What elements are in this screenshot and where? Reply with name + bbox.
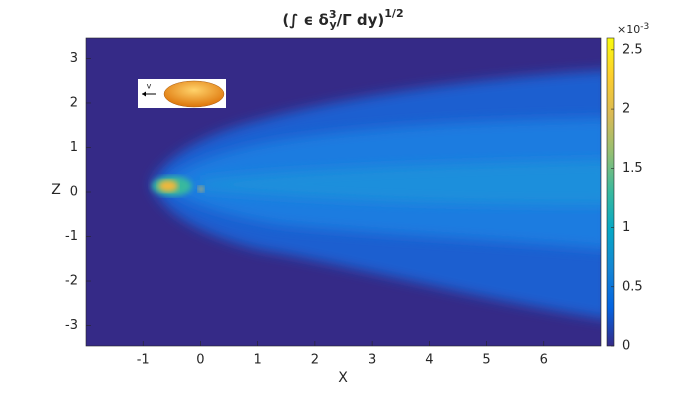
x-tick-label: -1 — [137, 353, 150, 368]
y-tick-label: -1 — [65, 229, 78, 244]
x-tick-label: 5 — [482, 353, 490, 368]
multiplier-exp: -3 — [640, 22, 649, 32]
y-tick-label: 0 — [70, 185, 78, 200]
colorbar-tick-label: 1.5 — [622, 161, 643, 176]
x-axis-label: X — [338, 370, 348, 386]
x-tick-label: 2 — [311, 353, 319, 368]
title-part: y — [329, 18, 336, 31]
y-tick-label: 1 — [70, 140, 78, 155]
title-part: /Γ dy) — [337, 11, 385, 29]
title-part: 3 — [329, 8, 337, 21]
y-tick-label: -3 — [65, 318, 78, 333]
colorbar-tick-label: 1 — [622, 220, 630, 235]
colorbar-multiplier: ×10-3 — [617, 22, 649, 37]
colorbar-tick-label: 0 — [622, 339, 630, 354]
inset-label: v — [147, 82, 152, 91]
x-tick-label: 3 — [368, 353, 376, 368]
x-tick-label: 6 — [540, 353, 548, 368]
colorbar-tick-label: 0.5 — [622, 279, 643, 294]
y-tick-label: 2 — [70, 95, 78, 110]
y-tick-label: 3 — [70, 51, 78, 66]
colorbar — [606, 37, 615, 347]
multiplier-base: ×10 — [617, 23, 640, 36]
colorbar-tick-label: 2.5 — [622, 42, 643, 57]
title-part: 1/2 — [384, 7, 403, 20]
x-tick-label: 0 — [196, 353, 204, 368]
x-tick-label: 1 — [254, 353, 262, 368]
y-tick-label: -2 — [65, 274, 78, 289]
x-tick-label: 4 — [425, 353, 433, 368]
field — [152, 70, 601, 319]
chart-title: (∫ ϵ δ3 y/Γ dy)1/2 — [282, 7, 403, 31]
title-part: (∫ ϵ δ — [282, 11, 328, 29]
inset: v — [138, 79, 226, 108]
colorbar-tick-label: 2 — [622, 102, 630, 117]
y-axis-label: Z — [51, 182, 61, 198]
